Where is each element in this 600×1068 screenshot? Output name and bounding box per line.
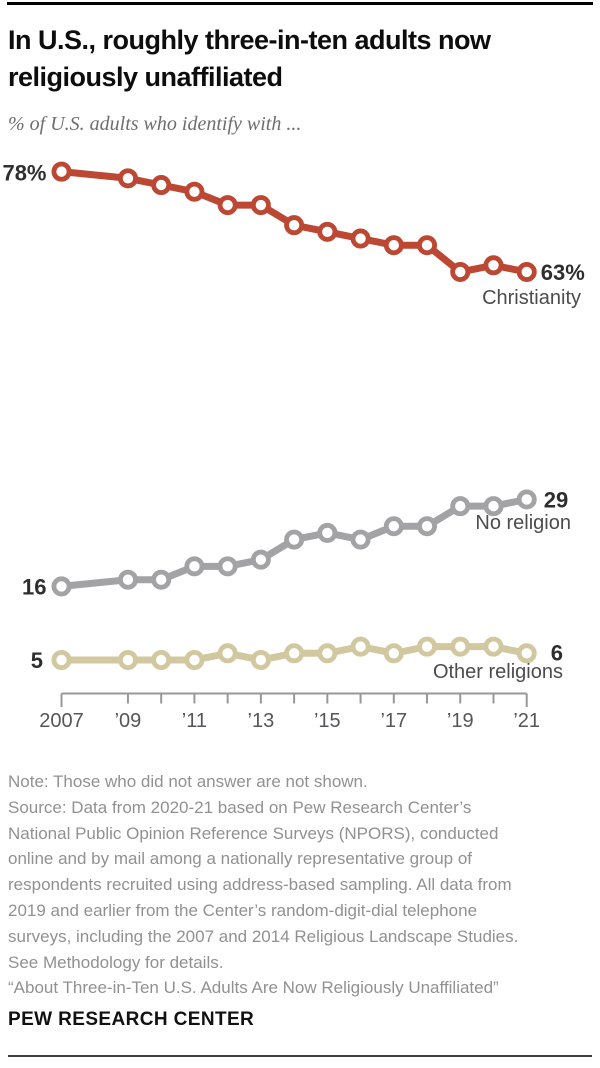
other-religions-point-2014 (284, 643, 305, 664)
christianity-point-2007 (51, 161, 72, 182)
x-tick-label: ’21 (513, 710, 540, 732)
no-religion-point-2015 (317, 522, 338, 543)
christianity-series-label: Christianity (482, 287, 581, 309)
no-religion-point-2012 (217, 556, 238, 577)
christianity-start-value-label: 78% (2, 161, 46, 186)
other-religions-start-value-label: 5 (31, 648, 43, 673)
christianity-point-2013 (250, 195, 271, 216)
christianity-point-2017 (383, 235, 404, 256)
no-religion-point-2007 (51, 576, 72, 597)
no-religion-point-2014 (284, 529, 305, 550)
no-religion-series-label: No religion (475, 512, 571, 534)
no-religion-point-2017 (383, 516, 404, 537)
christianity-point-2018 (417, 235, 438, 256)
x-tick-label: ’17 (380, 710, 407, 732)
christianity-point-2010 (151, 175, 172, 196)
x-tick-label: 2007 (39, 710, 84, 732)
no-religion-point-2021 (516, 489, 537, 510)
x-tick-label: ’19 (447, 710, 474, 732)
line-chart: 2007 ’09 ’11 ’13 ’15 ’17 ’19 ’21 78% 63%Christian… (2, 161, 584, 732)
other-religions-point-2020 (483, 636, 504, 657)
other-religions-point-2016 (350, 636, 371, 657)
other-religions-point-2010 (151, 650, 172, 671)
other-religions-point-2017 (383, 643, 404, 664)
bottom-rule (8, 1055, 592, 1057)
other-religions-end-value-label: 6 (551, 640, 563, 665)
brand-footer: PEW RESEARCH CENTER (8, 1009, 255, 1030)
christianity-point-2015 (317, 221, 338, 242)
christianity-point-2021 (516, 261, 537, 282)
christianity-end-value-label: 63% (541, 260, 585, 285)
christianity-point-2019 (450, 261, 471, 282)
no-religion-start-value-label: 16 (22, 574, 46, 599)
christianity-point-2011 (184, 181, 205, 202)
no-religion-point-2009 (117, 569, 138, 590)
top-rule (7, 2, 593, 5)
no-religion-point-2016 (350, 529, 371, 550)
x-tick-label: ’09 (115, 710, 142, 732)
other-religions-point-2011 (184, 650, 205, 671)
note-text: Note: Those who did not answer are not s… (8, 772, 519, 998)
chart-title: In U.S., roughly three-in-ten adults now… (8, 25, 491, 92)
no-religion-point-2011 (184, 556, 205, 577)
x-tick-label: ’13 (248, 710, 275, 732)
other-religions-point-2012 (217, 643, 238, 664)
no-religion-end-value-label: 29 (544, 487, 568, 512)
other-religions-point-2013 (250, 650, 271, 671)
no-religion-point-2010 (151, 569, 172, 590)
christianity-point-2014 (284, 215, 305, 236)
christianity-series: 78% 63%Christianity (2, 161, 584, 309)
other-religions-point-2019 (450, 636, 471, 657)
other-religions-point-2007 (51, 650, 72, 671)
chart-subtitle: % of U.S. adults who identify with ... (8, 113, 302, 135)
other-religions-series-label: Other religions (433, 661, 563, 683)
other-religions-point-2018 (417, 636, 438, 657)
christianity-point-2012 (217, 195, 238, 216)
x-tick-label: ’11 (182, 710, 207, 732)
other-religions-point-2009 (117, 650, 138, 671)
other-religions-point-2015 (317, 643, 338, 664)
no-religion-point-2018 (417, 516, 438, 537)
no-religion-point-2019 (450, 496, 471, 517)
no-religion-point-2013 (250, 549, 271, 570)
christianity-point-2016 (350, 228, 371, 249)
no-religion-point-2020 (483, 496, 504, 517)
christianity-point-2009 (117, 168, 138, 189)
x-tick-label: ’15 (314, 710, 341, 732)
christianity-point-2020 (483, 255, 504, 276)
other-religions-point-2021 (516, 643, 537, 664)
